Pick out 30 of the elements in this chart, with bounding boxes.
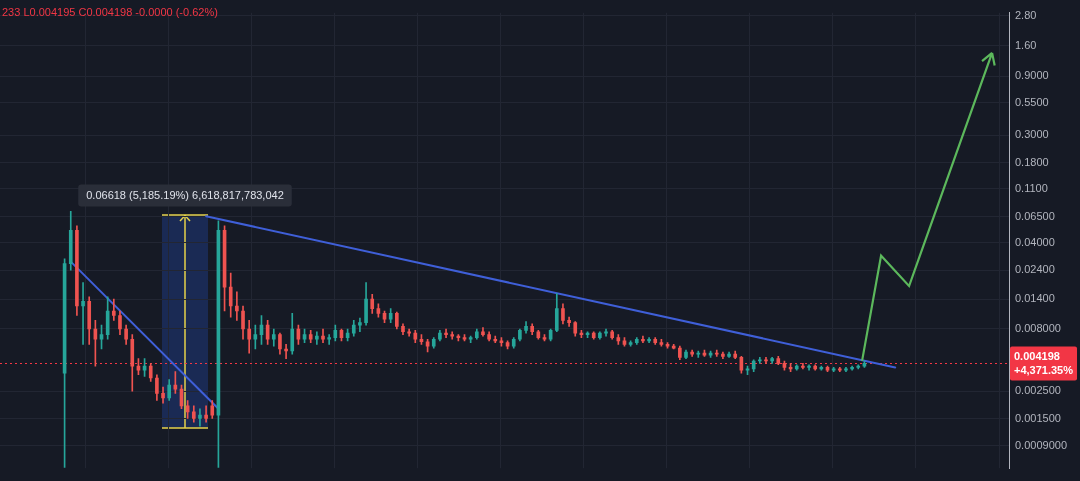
y-tick-label: 0.008000 — [1015, 322, 1061, 335]
y-tick-label: 2.80 — [1015, 8, 1037, 21]
candlestick — [450, 331, 455, 340]
candlestick — [758, 357, 762, 364]
y-tick-label: 0.06500 — [1015, 210, 1055, 222]
candlestick — [204, 405, 208, 423]
ref-line-label: 0.004198 +4,371.35% — [1014, 349, 1074, 376]
candlestick — [358, 317, 362, 333]
y-tick-label: 0.002500 — [1015, 384, 1061, 397]
y-tick-label: 0.9000 — [1015, 69, 1049, 82]
candlestick — [198, 408, 202, 427]
candlestick — [764, 357, 768, 364]
y-tick-label: 0.3000 — [1015, 128, 1049, 141]
y-tick-label: 0.001500 — [1015, 411, 1061, 424]
candlestick — [111, 298, 116, 321]
candlestick — [327, 334, 331, 345]
y-tick-label: 0.01400 — [1015, 292, 1055, 305]
candlestick — [81, 282, 85, 345]
y-tick-label: 1.60 — [1015, 38, 1037, 51]
y-tick-label: 0.1100 — [1015, 181, 1048, 194]
candlestick — [315, 331, 319, 345]
y-tick-label: 0.04000 — [1015, 235, 1055, 248]
candlestick — [235, 291, 239, 321]
y-tick-label: 0.02400 — [1015, 263, 1055, 276]
y-tick-label: 0.5500 — [1015, 95, 1049, 108]
y-tick-label: 0.1800 — [1015, 155, 1049, 168]
candlestick — [807, 364, 811, 371]
y-tick-label: 0.0009000 — [1015, 438, 1067, 451]
annotation: 0.06618 (5,185.19%) 6,618,817,783,042 — [86, 188, 284, 201]
annotation: 233 L0.004195 C0.004198 -0.0000 (-0.62%) — [2, 6, 218, 19]
